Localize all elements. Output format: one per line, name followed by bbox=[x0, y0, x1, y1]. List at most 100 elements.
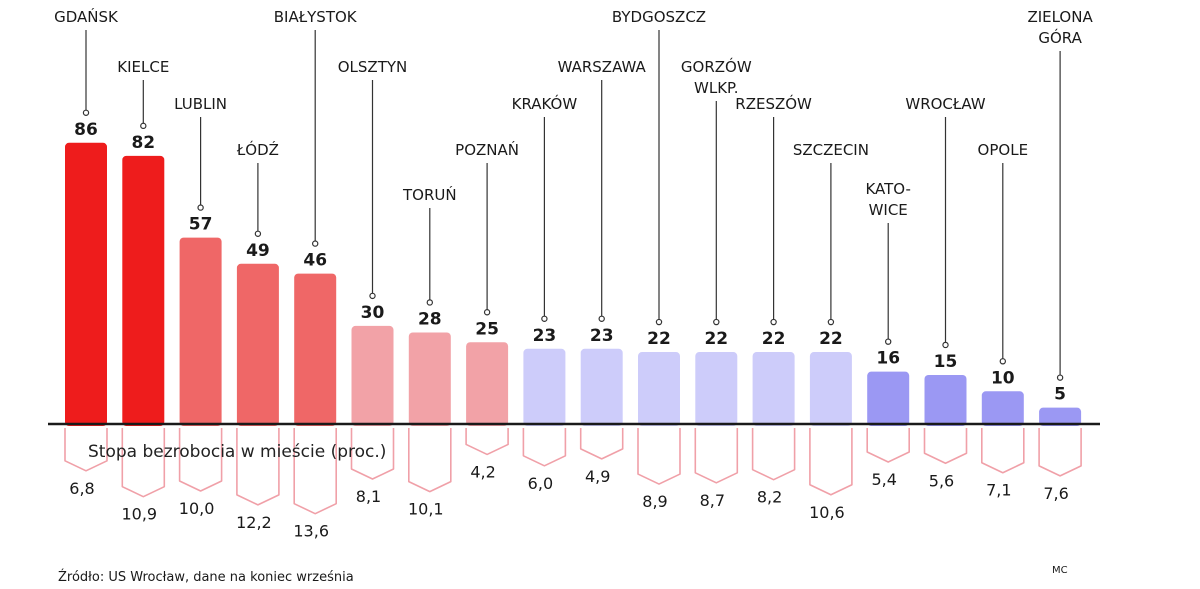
category-label: KATO- bbox=[865, 180, 910, 198]
leader-dot bbox=[655, 318, 663, 326]
bar bbox=[981, 391, 1024, 426]
bar-value-label: 22 bbox=[704, 329, 728, 349]
category-label: TORUŃ bbox=[402, 185, 457, 204]
lower-value-label: 8,1 bbox=[356, 487, 381, 506]
lower-bar-shape bbox=[522, 428, 567, 467]
leader-dot bbox=[713, 318, 720, 326]
lower-value-label: 5,4 bbox=[871, 470, 896, 489]
category-label: ZIELONA bbox=[1027, 8, 1093, 26]
lower-bar-shape bbox=[866, 428, 910, 463]
category-label: WLKP. bbox=[694, 79, 739, 97]
lower-value-label: 13,6 bbox=[293, 522, 329, 541]
lower-value-label: 8,9 bbox=[642, 492, 667, 511]
source-note: Źródło: US Wrocław, dane na koniec wrześ… bbox=[58, 569, 354, 585]
bar bbox=[695, 352, 738, 426]
leader-dot bbox=[312, 240, 319, 247]
lower-bar-shape bbox=[694, 428, 739, 484]
leader-dot bbox=[942, 341, 949, 349]
bar bbox=[236, 263, 279, 426]
leader-dot bbox=[770, 318, 777, 326]
lower-bar-shape bbox=[408, 428, 452, 493]
leader-dot bbox=[369, 292, 376, 300]
bar bbox=[122, 155, 165, 427]
bar-value-label: 30 bbox=[361, 303, 385, 323]
leader-dot bbox=[1056, 374, 1064, 381]
bar-value-label: 57 bbox=[189, 215, 213, 235]
bar bbox=[466, 342, 509, 426]
bar-value-label: 25 bbox=[475, 319, 499, 339]
bar-value-label: 10 bbox=[991, 368, 1015, 388]
category-label: ŁÓDŹ bbox=[236, 140, 279, 159]
lower-value-label: 10,9 bbox=[121, 505, 157, 524]
category-label: RZESZÓW bbox=[735, 94, 812, 113]
leader-dot bbox=[598, 315, 605, 322]
category-label: GDAŃSK bbox=[54, 7, 119, 26]
lower-bar-shape bbox=[809, 428, 853, 496]
lower-value-label: 8,2 bbox=[757, 488, 782, 507]
lower-bar-shape bbox=[236, 428, 280, 506]
leader-dot bbox=[827, 318, 835, 326]
bar-value-label: 23 bbox=[533, 326, 557, 346]
leader-dot bbox=[483, 309, 491, 316]
lower-bar-shape bbox=[293, 428, 337, 515]
lower-bar-shape bbox=[923, 428, 968, 465]
lower-bar-shape bbox=[178, 428, 223, 492]
category-label: GÓRA bbox=[1038, 28, 1082, 47]
bar bbox=[580, 348, 623, 426]
category-label: BYDGOSZCZ bbox=[612, 8, 706, 26]
bar-value-label: 28 bbox=[418, 309, 442, 329]
lower-value-label: 4,9 bbox=[585, 467, 610, 486]
bar bbox=[1039, 407, 1082, 426]
lower-value-label: 6,0 bbox=[528, 474, 553, 493]
category-label: OLSZTYN bbox=[338, 58, 408, 76]
leader-dot bbox=[82, 109, 90, 116]
lower-axis-label: Stopa bezrobocia w mieście (proc.) bbox=[88, 442, 386, 462]
bar-value-label: 16 bbox=[876, 349, 900, 369]
lower-value-label: 5,6 bbox=[929, 471, 954, 490]
category-label: GORZÓW bbox=[681, 57, 752, 76]
category-label: BIAŁYSTOK bbox=[274, 8, 358, 26]
lower-bar-shape bbox=[64, 428, 108, 472]
bars-layer: 86 GDAŃSK 82 KIELCE 57 LUBLIN 49 ŁÓDŹ 46 BIAŁYSTO… bbox=[54, 7, 1093, 427]
bar bbox=[638, 352, 680, 426]
lower-shapes-layer: 6,8 10,9 10,0 12,2 13,6 8,1 10,1 4,2 6,0 4,9 8,9 8,… bbox=[64, 428, 1082, 541]
lower-value-label: 8,7 bbox=[700, 491, 725, 510]
bar bbox=[924, 374, 967, 426]
leader-dot bbox=[885, 338, 892, 345]
lower-value-label: 10,0 bbox=[179, 499, 215, 518]
lower-bar-shape bbox=[637, 428, 681, 485]
lower-bar-shape bbox=[465, 428, 509, 456]
bar-value-label: 46 bbox=[303, 251, 327, 271]
bar-value-label: 23 bbox=[590, 326, 614, 346]
bar bbox=[351, 325, 394, 426]
bar bbox=[523, 348, 566, 426]
category-label: WARSZAWA bbox=[558, 58, 647, 76]
leader-dot bbox=[541, 315, 548, 322]
bar bbox=[752, 352, 795, 426]
lower-bar-shape bbox=[981, 428, 1025, 474]
bar-value-label: 5 bbox=[1054, 385, 1066, 405]
lower-bar-shape bbox=[579, 428, 624, 460]
category-label: KIELCE bbox=[117, 58, 169, 76]
bar bbox=[65, 142, 107, 426]
bar bbox=[294, 273, 337, 426]
leader-dot bbox=[426, 299, 433, 306]
lower-value-label: 7,6 bbox=[1043, 484, 1068, 503]
lower-value-label: 4,2 bbox=[470, 462, 495, 481]
bar-value-label: 86 bbox=[74, 120, 98, 140]
bar-value-label: 49 bbox=[246, 241, 270, 261]
leader-dot bbox=[254, 230, 262, 237]
lower-value-label: 10,6 bbox=[809, 503, 845, 522]
lower-value-label: 10,1 bbox=[408, 500, 444, 519]
category-label: WICE bbox=[869, 201, 908, 219]
lower-bar-shape bbox=[1038, 428, 1082, 477]
category-label: POZNAŃ bbox=[455, 140, 519, 159]
category-label: OPOLE bbox=[978, 141, 1029, 159]
lower-value-label: 7,1 bbox=[986, 481, 1011, 500]
lower-value-label: 12,2 bbox=[236, 513, 272, 532]
lower-bar-shape bbox=[751, 428, 796, 481]
category-label: WROCŁAW bbox=[905, 95, 985, 113]
bar bbox=[179, 237, 222, 426]
category-label: KRAKÓW bbox=[512, 94, 578, 113]
